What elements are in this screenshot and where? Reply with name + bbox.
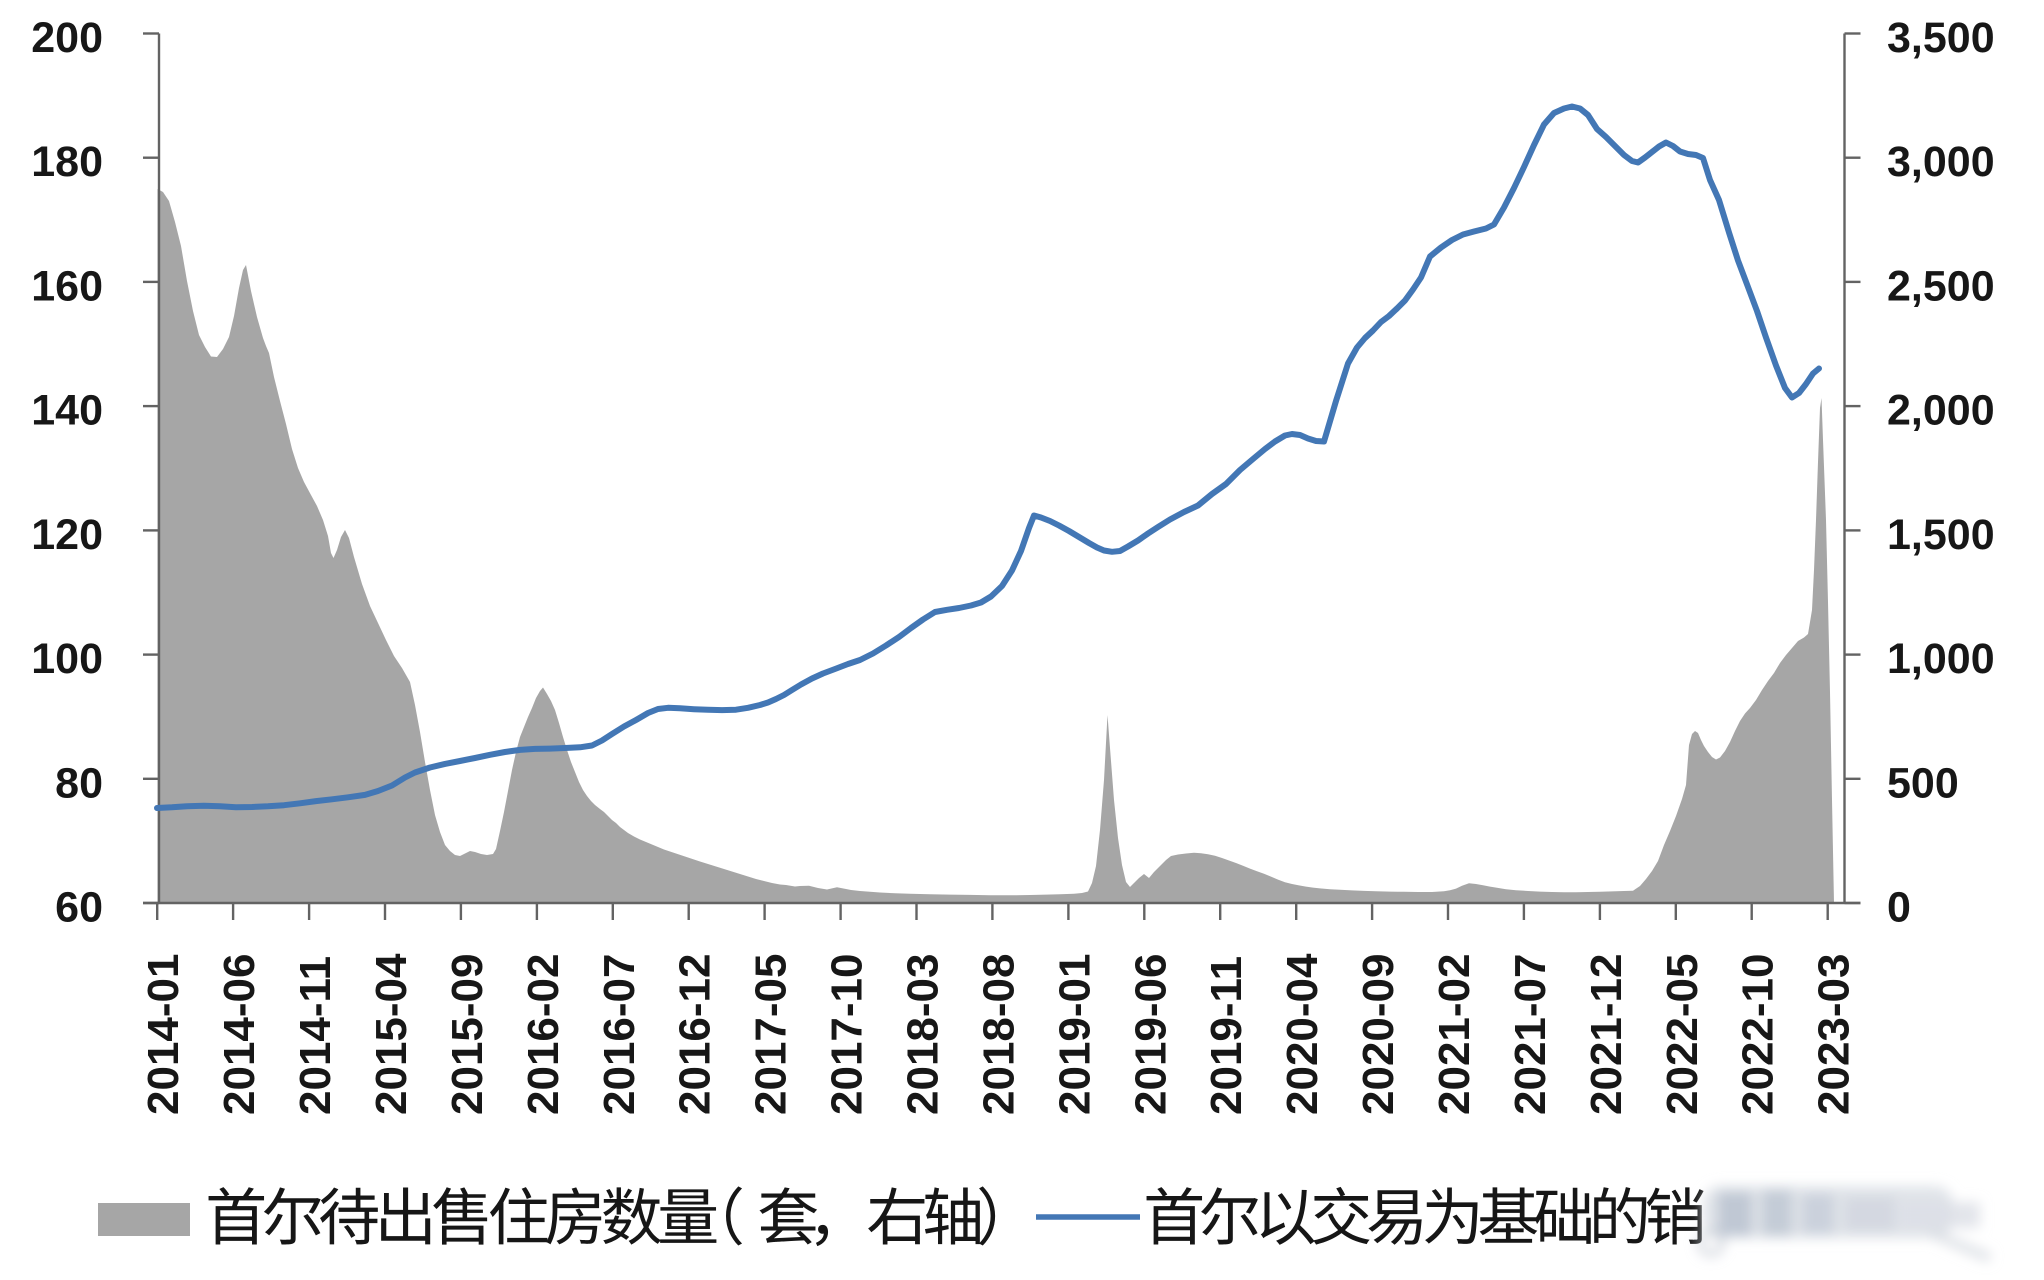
svg-text:2014-06: 2014-06 bbox=[215, 954, 264, 1115]
svg-text:2021-07: 2021-07 bbox=[1506, 954, 1555, 1115]
svg-text:2021-02: 2021-02 bbox=[1430, 954, 1479, 1115]
svg-text:2022-05: 2022-05 bbox=[1658, 954, 1707, 1115]
svg-text:2016-12: 2016-12 bbox=[671, 954, 720, 1115]
svg-text:500: 500 bbox=[1887, 759, 1959, 807]
svg-text:140: 140 bbox=[31, 387, 103, 435]
svg-text:100: 100 bbox=[31, 635, 103, 683]
svg-text:0: 0 bbox=[1887, 884, 1911, 932]
svg-text:2014-11: 2014-11 bbox=[291, 956, 340, 1115]
svg-text:60: 60 bbox=[55, 884, 103, 932]
svg-text:2018-03: 2018-03 bbox=[899, 954, 948, 1115]
svg-text:2,000: 2,000 bbox=[1887, 387, 1995, 435]
svg-text:1,500: 1,500 bbox=[1887, 511, 1995, 559]
svg-text:2019-11: 2019-11 bbox=[1202, 956, 1251, 1115]
svg-text:2014-01: 2014-01 bbox=[139, 954, 188, 1115]
svg-text:120: 120 bbox=[31, 511, 103, 559]
svg-text:3,500: 3,500 bbox=[1887, 14, 1995, 62]
svg-text:2021-12: 2021-12 bbox=[1582, 954, 1631, 1115]
svg-text:2017-10: 2017-10 bbox=[823, 954, 872, 1115]
svg-text:1,000: 1,000 bbox=[1887, 635, 1995, 683]
svg-text:2019-01: 2019-01 bbox=[1050, 954, 1099, 1115]
svg-text:2016-02: 2016-02 bbox=[519, 954, 568, 1115]
svg-text:2,500: 2,500 bbox=[1887, 262, 1995, 310]
svg-text:3,000: 3,000 bbox=[1887, 138, 1995, 186]
svg-text:2023-03: 2023-03 bbox=[1810, 954, 1859, 1115]
svg-text:2015-09: 2015-09 bbox=[443, 954, 492, 1115]
svg-text:2015-04: 2015-04 bbox=[367, 953, 416, 1115]
svg-text:2018-08: 2018-08 bbox=[974, 954, 1023, 1115]
svg-text:180: 180 bbox=[31, 138, 103, 186]
svg-text:2020-04: 2020-04 bbox=[1278, 953, 1327, 1115]
svg-text:80: 80 bbox=[55, 759, 103, 807]
svg-text:200: 200 bbox=[31, 14, 103, 62]
svg-text:160: 160 bbox=[31, 262, 103, 310]
svg-text:2017-05: 2017-05 bbox=[747, 954, 796, 1115]
svg-text:2019-06: 2019-06 bbox=[1126, 954, 1175, 1115]
svg-text:2022-10: 2022-10 bbox=[1734, 954, 1783, 1115]
svg-text:2016-07: 2016-07 bbox=[595, 954, 644, 1115]
svg-text:2020-09: 2020-09 bbox=[1354, 954, 1403, 1115]
